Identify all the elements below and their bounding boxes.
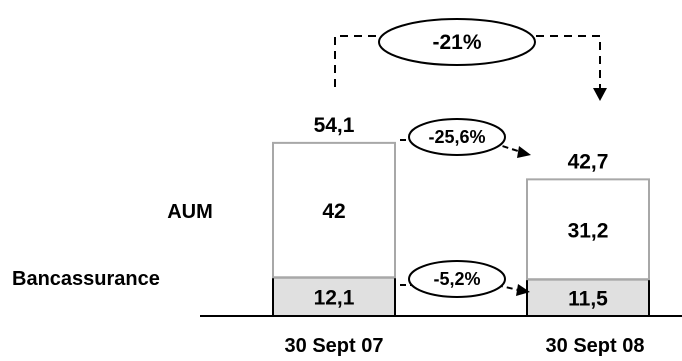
bar-bancassurance-2007 <box>272 276 396 317</box>
value-label-aum-2008: 31,2 <box>568 219 609 242</box>
series-label-aum: AUM <box>167 201 213 223</box>
category-label-2007: 30 Sept 07 <box>285 335 384 357</box>
total-change-ellipse <box>378 18 536 66</box>
aum-change-arrowhead <box>517 146 531 158</box>
series-label-bancassurance: Bancassurance <box>12 268 160 290</box>
bar-aum-2007 <box>272 141 396 279</box>
total-change-arrowhead <box>593 88 607 101</box>
bar-aum-2008 <box>526 178 650 281</box>
total-change-label: -21% <box>432 31 481 54</box>
total-label-2008: 42,7 <box>568 150 609 173</box>
value-label-bancassurance-2007: 12,1 <box>314 287 355 310</box>
aum-change-ellipse <box>408 118 506 156</box>
bancassurance-change-ellipse <box>408 260 506 298</box>
value-label-aum-2007: 42 <box>322 200 345 223</box>
bancassurance-change-arrowhead <box>516 284 530 296</box>
bancassurance-change-label: -5,2% <box>433 269 480 289</box>
aum-change-label: -25,6% <box>428 127 485 147</box>
value-label-bancassurance-2008: 11,5 <box>568 288 608 311</box>
category-label-2008: 30 Sept 08 <box>546 335 645 357</box>
total-label-2007: 54,1 <box>314 114 355 137</box>
